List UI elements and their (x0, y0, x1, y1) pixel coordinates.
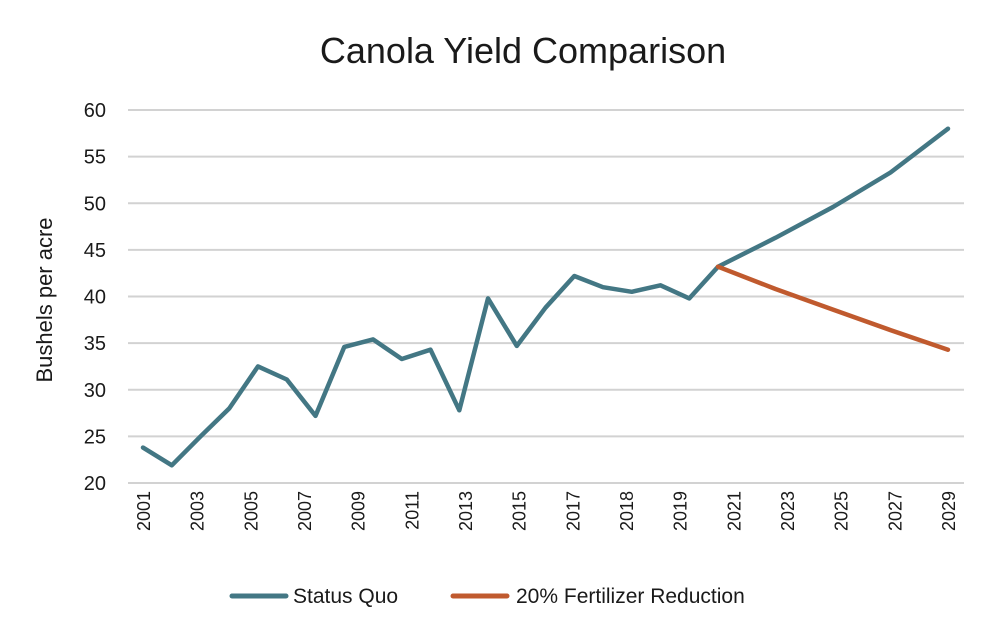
legend-label: 20% Fertilizer Reduction (516, 585, 745, 608)
y-tick-label: 50 (84, 193, 106, 215)
y-tick-label: 20 (84, 473, 106, 495)
x-tick-label: 2011 (402, 491, 422, 530)
x-tick-label: 2021 (724, 491, 744, 531)
y-tick-label: 55 (84, 147, 106, 169)
series-line-2 (715, 264, 951, 352)
legend-label: Status Quo (293, 585, 398, 608)
legend: Status Quo 20% Fertilizer Reduction (229, 585, 745, 608)
x-tick-label: 2018 (617, 491, 637, 531)
y-tick-label: 30 (84, 380, 106, 402)
x-tick-label: 2023 (778, 491, 798, 531)
x-tick-label: 2007 (295, 491, 315, 531)
x-tick-label: 2027 (885, 491, 905, 531)
y-tick-label: 35 (84, 333, 106, 355)
x-tick-label: 2013 (456, 491, 476, 531)
x-tick-label: 2001 (134, 491, 154, 531)
x-tick-label: 2017 (563, 491, 583, 531)
x-tick-label: 2019 (671, 491, 691, 531)
y-tick-label: 25 (84, 426, 106, 448)
gridlines (128, 109, 964, 484)
x-tick-label: 2025 (832, 491, 852, 531)
x-tick-label: 2005 (241, 491, 261, 531)
x-tick-label: 2003 (188, 491, 208, 531)
x-tick-label: 2029 (939, 491, 959, 531)
chart-title: Canola Yield Comparison (320, 30, 726, 71)
x-tick-label: 2009 (349, 491, 369, 531)
x-axis-ticks: 2001 2003 2005 2007 2009 2011 2013 2015 2017 2018… (134, 491, 959, 531)
y-axis-label: Bushels per acre (32, 217, 57, 382)
x-tick-label: 2015 (510, 491, 530, 531)
y-tick-label: 40 (84, 287, 106, 309)
y-tick-label: 60 (84, 100, 106, 122)
series-lines (140, 126, 951, 468)
y-tick-label: 45 (84, 240, 106, 262)
y-axis-ticks: 20 25 30 35 40 45 50 55 60 (84, 100, 106, 495)
